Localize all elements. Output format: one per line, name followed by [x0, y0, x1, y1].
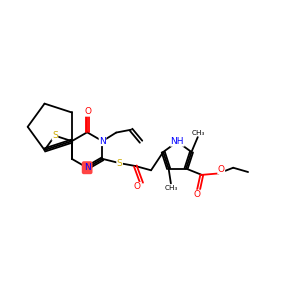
Text: CH₃: CH₃ [164, 185, 178, 191]
Text: CH₃: CH₃ [191, 130, 205, 136]
Text: O: O [194, 190, 200, 199]
Text: NH: NH [171, 137, 184, 146]
Text: N: N [84, 163, 91, 172]
Text: O: O [218, 165, 225, 174]
Text: S: S [117, 159, 122, 168]
Text: N: N [99, 136, 106, 146]
Text: S: S [52, 131, 58, 140]
Text: O: O [134, 182, 141, 191]
Text: O: O [85, 107, 92, 116]
